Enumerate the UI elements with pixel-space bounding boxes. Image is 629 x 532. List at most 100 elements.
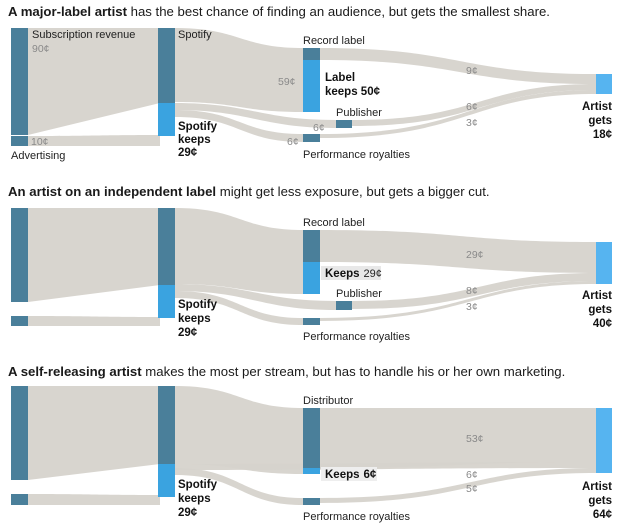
artist-line3: 40¢ (593, 318, 613, 330)
label-keeps-line2: keeps 50¢ (325, 86, 381, 98)
sankey-independent-label: Spotify keeps 29¢ Record label Keeps 29¢ … (11, 208, 613, 343)
flow-spotify-to-distributor (175, 386, 303, 474)
node-publisher (336, 120, 352, 128)
panel-self-releasing: A self-releasing artist makes the most p… (0, 364, 629, 532)
node-label-pass (303, 230, 320, 262)
panel-independent-label: An artist on an independent label might … (0, 184, 629, 354)
spotify-label: Spotify (178, 29, 212, 41)
sankey-self-releasing: Spotify keeps 29¢ Distributor Keeps 6¢ Pe… (11, 386, 613, 523)
node-subscription (11, 208, 28, 302)
flow-spotify-to-publisher (175, 284, 336, 310)
royalties-to-artist-value: 3¢ (466, 301, 478, 313)
royalties-label: Performance royalties (303, 511, 410, 523)
node-distributor-pass (303, 408, 320, 468)
record-label-label: Record label (303, 217, 365, 229)
artist-line2: gets (588, 115, 612, 127)
label-to-artist-value: 29¢ (466, 249, 484, 261)
flow-subscription-to-spotify (28, 386, 160, 480)
headline: A self-releasing artist makes the most p… (8, 364, 566, 379)
flow-spotify-to-label (175, 208, 303, 294)
flow-publisher-to-artist (352, 84, 596, 126)
spotify-keeps-line2: keeps (178, 134, 211, 146)
sankey-major-label: Subscription revenue 90¢ 10¢ Advertising… (11, 28, 613, 162)
distributor-to-artist-value: 53¢ (466, 433, 484, 445)
spotify-keeps-line2: keeps (178, 313, 211, 325)
node-spotify-pass (158, 386, 175, 464)
flow-publisher-to-artist (352, 273, 596, 309)
artist-line2: gets (588, 495, 612, 507)
flow-distributor-to-artist (320, 408, 596, 468)
publisher-label: Publisher (336, 288, 382, 300)
flow-spotify-to-label (175, 28, 303, 112)
flow-spotify-to-publisher (175, 103, 336, 128)
node-spotify-keeps (158, 285, 175, 318)
node-spotify-keeps (158, 464, 175, 497)
label-to-artist-value: 9¢ (466, 65, 478, 77)
spotify-keeps-line3: 29¢ (178, 327, 198, 339)
node-artist (596, 242, 612, 284)
node-subscription (11, 28, 28, 135)
spotify-keeps-line1: Spotify (178, 479, 218, 491)
node-subscription (11, 386, 28, 480)
label-in-value: 59¢ (278, 76, 296, 88)
royalties-label: Performance royalties (303, 331, 410, 343)
publisher-label: Publisher (336, 107, 382, 119)
node-advertising (11, 316, 28, 326)
node-spotify-pass (158, 208, 175, 285)
node-royalties (303, 498, 320, 505)
flow-advertising-to-spotify (28, 494, 160, 505)
label-keeps: Keeps 29¢ (325, 268, 382, 280)
node-distributor-keeps (303, 468, 320, 474)
flow-subscription-to-spotify (28, 208, 160, 302)
spotify-keeps-line2: keeps (178, 493, 211, 505)
subscription-value: 90¢ (32, 43, 50, 55)
distributor-keeps: Keeps 6¢ (325, 469, 377, 481)
flow-advertising-to-spotify (28, 135, 160, 146)
royalties-to-artist-value: 5¢ (466, 483, 478, 495)
distributor-label: Distributor (303, 395, 353, 407)
flow-spotify-to-royalties (175, 468, 303, 505)
node-label-keeps (303, 262, 320, 294)
advertising-value: 10¢ (31, 136, 49, 148)
spotify-keeps-line3: 29¢ (178, 507, 198, 519)
keeps-highlight (321, 266, 381, 280)
artist-line1: Artist (582, 101, 612, 113)
flow-royalties-to-artist (320, 468, 596, 503)
flow-spotify-to-royalties (175, 291, 303, 325)
artist-line1: Artist (582, 481, 612, 493)
flow-subscription-to-spotify (28, 28, 160, 135)
artist-line3: 64¢ (593, 509, 613, 521)
node-spotify-pass (158, 28, 175, 103)
artist-line1: Artist (582, 290, 612, 302)
spotify-keeps-line3: 29¢ (178, 147, 198, 159)
publisher-to-artist-value: 6¢ (466, 101, 478, 113)
node-label-keeps (303, 60, 320, 112)
panel-major-label: A major-label artist has the best chance… (0, 4, 629, 174)
spotify-keeps-line1: Spotify (178, 299, 218, 311)
publisher-to-artist-value: 8¢ (466, 285, 478, 297)
node-spotify-keeps (158, 103, 175, 136)
advertising-label: Advertising (11, 150, 65, 162)
spotify-keeps-line1: Spotify (178, 121, 218, 133)
artist-line2: gets (588, 304, 612, 316)
flow-spotify-to-royalties (175, 110, 303, 142)
flow-label-to-artist (320, 48, 596, 84)
node-advertising (11, 494, 28, 505)
royalties-label: Performance royalties (303, 149, 410, 161)
keeps-highlight (321, 467, 377, 481)
publisher-to-artist-value: 6¢ (466, 469, 478, 481)
record-label-label: Record label (303, 35, 365, 47)
artist-line3: 18¢ (593, 129, 613, 141)
node-artist (596, 74, 612, 94)
flow-publisher-to-artist (175, 462, 596, 470)
label-keeps-line1: Label (325, 72, 355, 84)
royalties-value: 6¢ (287, 136, 299, 148)
headline: An artist on an independent label might … (8, 184, 490, 199)
node-artist (596, 408, 612, 473)
subscription-label: Subscription revenue (32, 29, 135, 41)
node-label-pass (303, 48, 320, 60)
flow-label-to-artist (320, 230, 596, 273)
node-publisher (336, 301, 352, 310)
publisher-value: 6¢ (313, 122, 325, 134)
node-royalties (303, 134, 320, 142)
